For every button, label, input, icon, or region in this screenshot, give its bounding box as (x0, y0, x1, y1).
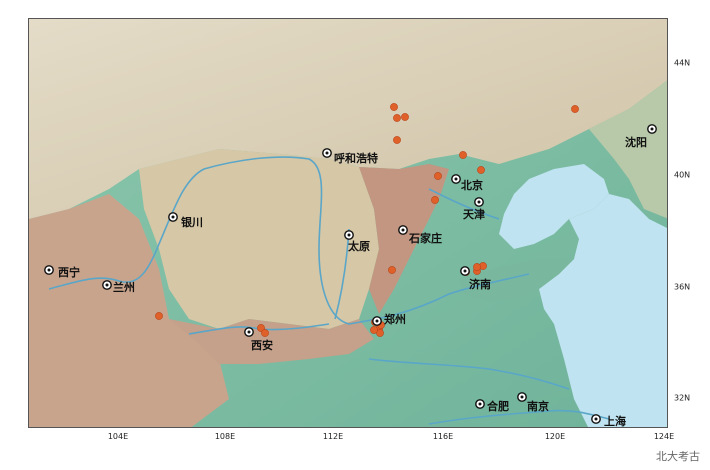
city-marker-center (477, 200, 481, 204)
hai-river (428, 188, 500, 220)
mongolian-plateau (29, 19, 667, 219)
lat-label-44n: 44N (674, 58, 691, 68)
archaeological-site-dot-icon[interactable] (155, 312, 163, 320)
city-12[interactable]: 合肥 (475, 399, 509, 413)
lat-label-36n: 36N (674, 282, 691, 292)
archaeological-site-dot-icon[interactable] (393, 136, 401, 144)
city-label: 西安 (251, 338, 273, 352)
city-marker-center (463, 269, 467, 273)
city-marker-center (247, 330, 251, 334)
archaeological-site-dot-icon[interactable] (401, 113, 409, 121)
archaeological-site-dot-icon[interactable] (571, 105, 579, 113)
city-11[interactable]: 西安 (244, 327, 273, 352)
city-5[interactable]: 石家庄 (398, 225, 442, 245)
archaeological-site-dot-icon[interactable] (434, 172, 442, 180)
city-label: 上海 (604, 414, 626, 428)
shandong-peninsula (459, 259, 574, 301)
map[interactable]: 沈阳呼和浩特北京天津银川石家庄太原西宁兰州 济南郑州西安合肥 南京上海 (28, 18, 668, 428)
city-label: 南京 (527, 399, 549, 413)
yangtze-river (428, 409, 610, 425)
city-marker-center (171, 215, 175, 219)
city-14[interactable]: 上海 (591, 414, 626, 428)
lon-label-120e: 120E (544, 432, 566, 441)
huai-river (368, 358, 570, 390)
archaeological-site-dot-icon[interactable] (261, 329, 269, 337)
city-3[interactable]: 天津 (463, 197, 485, 221)
city-2[interactable]: 北京 (451, 174, 483, 192)
archaeological-site-dot-icon[interactable] (477, 166, 485, 174)
city-10[interactable]: 郑州 (372, 312, 406, 326)
city-marker-center (105, 283, 109, 287)
city-label: 太原 (347, 239, 370, 253)
lat-label-40n: 40N (674, 170, 691, 180)
taihang-mountains (359, 164, 449, 314)
city-13[interactable]: 南京 (517, 392, 549, 413)
loess-plateau (139, 149, 379, 329)
watermark: 北大考古 (656, 450, 700, 463)
city-marker-center (454, 177, 458, 181)
sites-layer (155, 103, 579, 337)
western-mountains (29, 194, 229, 427)
city-label: 天津 (463, 207, 485, 221)
archaeological-site-dot-icon[interactable] (393, 114, 401, 122)
city-marker-center (650, 127, 654, 131)
city-label: 西宁 (58, 265, 80, 279)
city-label: 北京 (461, 178, 483, 192)
yellow-river (48, 156, 530, 325)
city-9[interactable]: 济南 (460, 266, 491, 291)
city-1[interactable]: 呼和浩特 (322, 148, 378, 165)
archaeological-site-dot-icon[interactable] (473, 263, 481, 271)
city-label: 沈阳 (625, 135, 647, 149)
lon-label-112e: 112E (322, 432, 344, 441)
lat-label-32n: 32N (674, 393, 691, 403)
city-label: 呼和浩特 (334, 151, 378, 165)
city-label: 济南 (469, 277, 491, 291)
archaeological-site-dot-icon[interactable] (390, 103, 398, 111)
archaeological-site-dot-icon[interactable] (370, 326, 378, 334)
city-marker-center (325, 151, 329, 155)
archaeological-site-dot-icon[interactable] (388, 266, 396, 274)
qinling-mountains (169, 319, 374, 364)
archaeological-site-dot-icon[interactable] (431, 196, 439, 204)
city-marker-center (375, 319, 379, 323)
lon-label-124e: 124E (653, 432, 675, 441)
northeast-highland (589, 80, 667, 219)
lon-label-104e: 104E (107, 432, 129, 441)
yellow-sea (539, 194, 667, 427)
city-marker-center (47, 268, 51, 272)
city-8[interactable]: 兰州 (102, 280, 135, 294)
bohai-sea (499, 164, 609, 249)
city-marker-center (401, 228, 405, 232)
city-label: 石家庄 (408, 231, 442, 245)
city-6[interactable]: 太原 (344, 230, 370, 253)
archaeological-site-dot-icon[interactable] (459, 151, 467, 159)
city-0[interactable]: 沈阳 (625, 124, 657, 149)
lon-label-108e: 108E (214, 432, 236, 441)
city-marker-center (347, 233, 351, 237)
lon-label-116e: 116E (432, 432, 454, 441)
city-label: 合肥 (487, 399, 509, 413)
city-4[interactable]: 银川 (168, 212, 203, 229)
city-label: 兰州 (113, 280, 135, 294)
city-marker-center (594, 417, 598, 421)
city-marker-center (520, 395, 524, 399)
city-7[interactable]: 西宁 (44, 265, 80, 279)
city-label: 银川 (181, 215, 203, 229)
city-label: 郑州 (384, 312, 406, 326)
city-marker-center (478, 402, 482, 406)
